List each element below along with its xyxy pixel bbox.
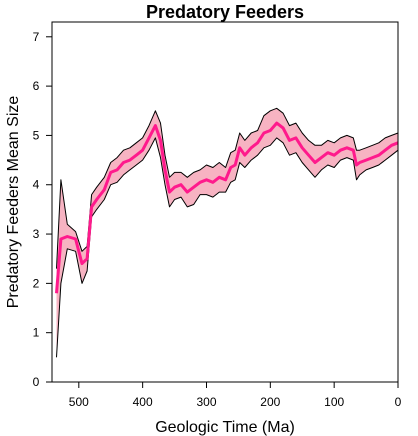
x-tick-label: 200 (260, 395, 280, 409)
band-area (56, 108, 398, 358)
y-tick-label: 5 (33, 128, 40, 142)
y-tick-label: 3 (33, 227, 40, 241)
x-tick-label: 500 (69, 395, 89, 409)
band-lower-edge (56, 137, 399, 358)
y-axis: 0 1 2 3 4 5 6 7 (33, 30, 52, 389)
y-axis-label: Predatory Feeders Mean Size (5, 96, 22, 309)
chart-title: Predatory Feeders (146, 2, 304, 22)
y-tick-label: 6 (33, 79, 40, 93)
y-tick-label: 1 (33, 326, 40, 340)
plot-frame (51, 21, 399, 383)
x-axis: 500 400 300 200 100 0 (69, 382, 402, 409)
y-tick-label: 2 (33, 276, 40, 290)
y-tick-label: 4 (33, 178, 40, 192)
x-tick-label: 100 (324, 395, 344, 409)
x-tick-label: 400 (133, 395, 153, 409)
x-tick-label: 0 (395, 395, 402, 409)
band-upper-edge (56, 107, 399, 269)
mean-line-path (55, 121, 399, 294)
x-axis-label: Geologic Time (Ma) (155, 419, 295, 436)
confidence-band (56, 107, 399, 358)
x-tick-label: 300 (196, 395, 216, 409)
y-tick-label: 7 (33, 30, 40, 44)
y-tick-label: 0 (33, 375, 40, 389)
mean-line (55, 121, 399, 294)
